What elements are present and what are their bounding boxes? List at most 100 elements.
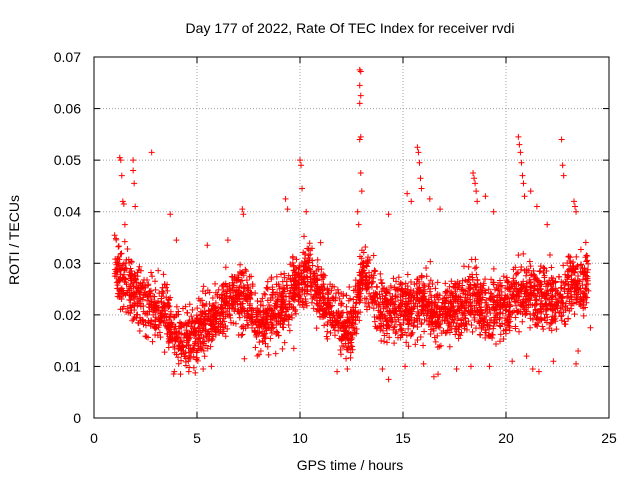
data-point — [123, 289, 130, 296]
data-point — [531, 273, 538, 280]
y-tick-label: 0.04 — [54, 204, 81, 220]
data-point — [543, 292, 550, 299]
data-point — [198, 331, 205, 338]
data-point — [188, 348, 195, 355]
data-point — [175, 329, 182, 336]
data-point — [553, 326, 560, 333]
data-point — [550, 358, 557, 365]
data-point — [267, 335, 274, 342]
data-point — [281, 286, 288, 293]
data-point — [423, 264, 430, 271]
data-point — [192, 369, 199, 376]
data-point — [214, 310, 221, 317]
data-point — [426, 288, 433, 295]
x-tick-label: 15 — [395, 430, 411, 446]
data-point — [212, 331, 219, 338]
data-point — [257, 348, 264, 355]
data-point — [199, 309, 206, 316]
data-point — [500, 273, 507, 280]
data-point — [455, 283, 462, 290]
data-point — [445, 321, 452, 328]
data-point — [347, 354, 354, 361]
data-point — [539, 323, 546, 330]
data-point — [565, 293, 572, 300]
data-point — [399, 288, 406, 295]
data-point — [527, 263, 534, 270]
data-point — [453, 366, 460, 373]
data-point — [310, 275, 317, 282]
data-point — [442, 288, 449, 295]
data-point — [558, 136, 565, 143]
data-point — [555, 273, 562, 280]
data-point — [340, 293, 347, 300]
data-point — [212, 324, 219, 331]
data-point — [120, 200, 127, 207]
data-point — [278, 271, 285, 278]
data-point — [186, 301, 193, 308]
data-point — [301, 274, 308, 281]
data-point — [480, 282, 487, 289]
data-point — [261, 290, 268, 297]
data-point — [393, 328, 400, 335]
data-point — [283, 311, 290, 318]
data-point — [489, 331, 496, 338]
data-point — [269, 292, 276, 299]
data-point — [112, 235, 119, 242]
data-point — [324, 335, 331, 342]
data-point — [570, 263, 577, 270]
data-point — [548, 264, 555, 271]
data-point — [501, 321, 508, 328]
data-point — [520, 278, 527, 285]
data-point — [156, 329, 163, 336]
data-point — [219, 291, 226, 298]
data-point — [434, 332, 441, 339]
data-point — [256, 323, 263, 330]
data-point — [182, 331, 189, 338]
data-point — [173, 303, 180, 310]
data-point — [507, 302, 514, 309]
data-point — [251, 329, 258, 336]
data-point — [336, 313, 343, 320]
data-point — [516, 328, 523, 335]
data-point — [273, 273, 280, 280]
data-point — [187, 323, 194, 330]
data-point — [505, 311, 512, 318]
data-point — [356, 253, 363, 260]
data-point — [318, 266, 325, 273]
data-point — [420, 296, 427, 303]
data-point — [350, 304, 357, 311]
data-point — [548, 281, 555, 288]
data-point — [377, 270, 384, 277]
data-point — [240, 272, 247, 279]
data-point — [469, 308, 476, 315]
data-points-layer — [111, 66, 594, 383]
data-point — [115, 243, 122, 250]
data-point — [148, 149, 155, 156]
data-point — [144, 293, 151, 300]
data-point — [468, 322, 475, 329]
data-point — [343, 330, 350, 337]
data-point — [167, 337, 174, 344]
data-point — [489, 334, 496, 341]
y-tick-label: 0.03 — [54, 255, 81, 271]
x-axis-label: GPS time / hours — [297, 457, 404, 473]
data-point — [152, 325, 159, 332]
data-point — [159, 315, 166, 322]
data-point — [573, 208, 580, 215]
data-point — [424, 310, 431, 317]
data-point — [297, 157, 303, 164]
data-point — [297, 292, 304, 299]
data-point — [167, 311, 174, 318]
data-point — [194, 357, 201, 364]
data-point — [239, 277, 246, 284]
data-point — [277, 314, 284, 321]
data-point — [331, 283, 338, 290]
data-point — [571, 269, 578, 276]
data-point — [337, 347, 344, 354]
data-point — [391, 323, 398, 330]
data-point — [392, 330, 399, 337]
data-point — [290, 267, 297, 274]
data-point — [207, 307, 214, 314]
data-point — [177, 371, 184, 378]
data-point — [503, 326, 510, 333]
